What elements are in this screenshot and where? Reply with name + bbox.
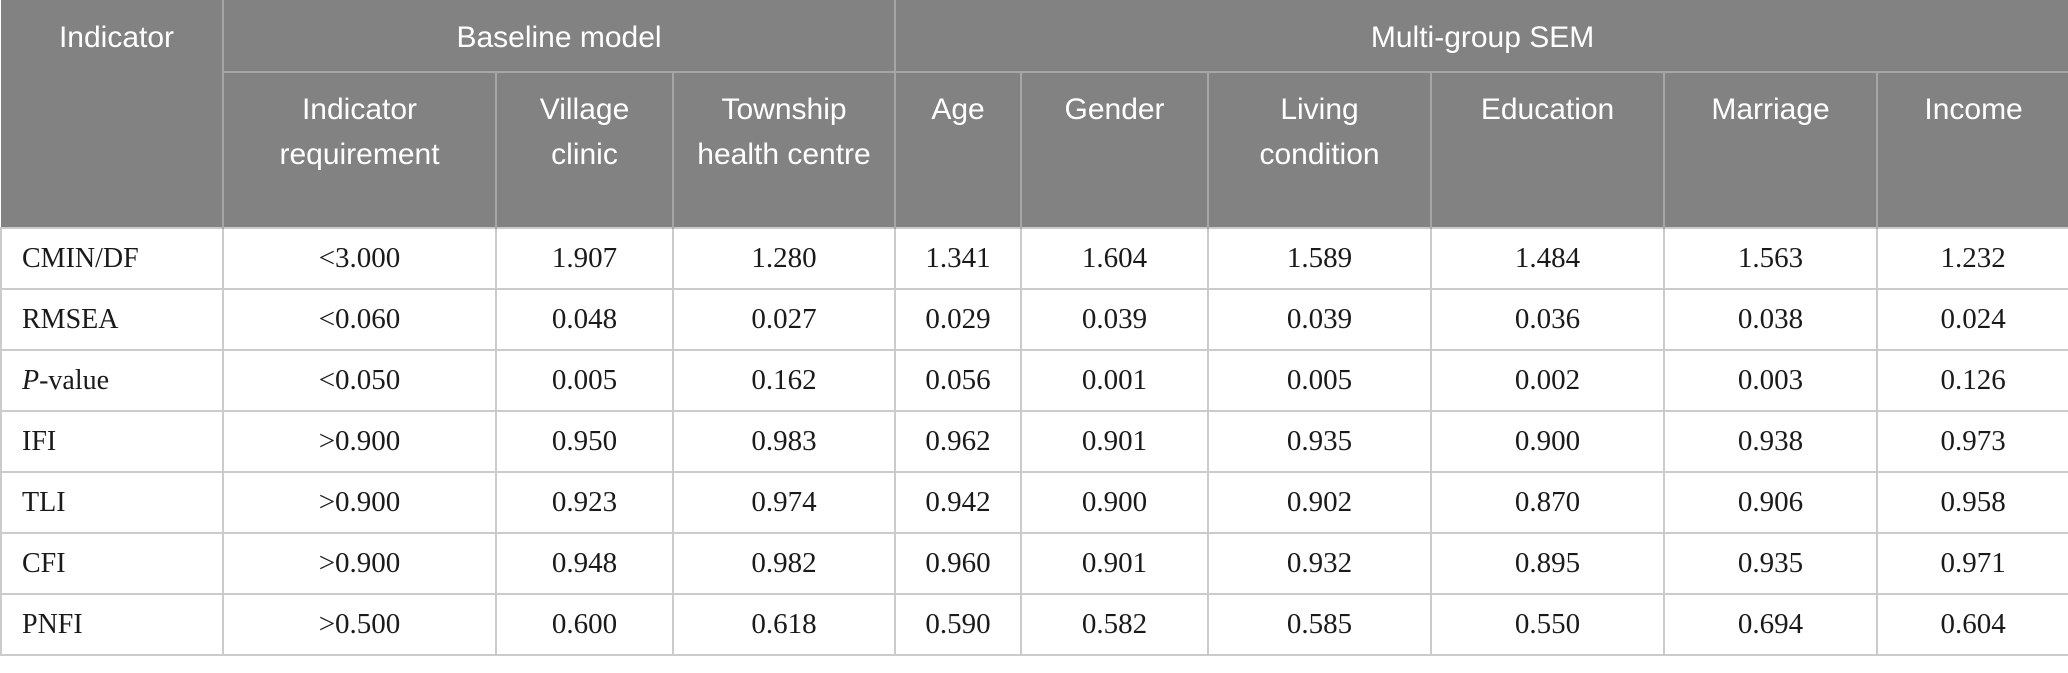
cell-cfi-village-clinic: 0.948 (495, 532, 674, 595)
cell-pnfi-marriage: 0.694 (1663, 593, 1879, 656)
cell-cfi-income: 0.971 (1876, 532, 2068, 595)
cell-ifi-income: 0.973 (1876, 410, 2068, 473)
cell-pnfi-education: 0.550 (1430, 593, 1666, 656)
cell-ifi-township-health-centre: 0.983 (671, 410, 897, 473)
cell-tli-education: 0.870 (1430, 471, 1666, 534)
header-column-row: Indicator requirement Village clinic Towns… (1, 72, 2068, 228)
row-label-cfi: CFI (0, 532, 224, 595)
cell-tli-indicator-requirement: >0.900 (222, 471, 497, 534)
cell-pnfi-income: 0.604 (1876, 593, 2068, 656)
table-row-cfi: CFI >0.900 0.948 0.982 0.960 0.901 0.932 0.895 0… (0, 532, 2068, 595)
cell-tli-marriage: 0.906 (1663, 471, 1879, 534)
cell-rmsea-village-clinic: 0.048 (495, 288, 674, 351)
cell-ifi-living-condition: 0.935 (1207, 410, 1433, 473)
cell-cfi-marriage: 0.935 (1663, 532, 1879, 595)
cell-cfi-education: 0.895 (1430, 532, 1666, 595)
cell-pnfi-township-health-centre: 0.618 (671, 593, 897, 656)
cell-p-value-gender: 0.001 (1020, 349, 1210, 412)
cell-rmsea-age: 0.029 (894, 288, 1023, 351)
cell-pnfi-indicator-requirement: >0.500 (222, 593, 497, 656)
cell-tli-income: 0.958 (1876, 471, 2068, 534)
cell-rmsea-gender: 0.039 (1020, 288, 1210, 351)
column-header-education: Education (1430, 72, 1666, 228)
cell-tli-gender: 0.900 (1020, 471, 1210, 534)
cell-tli-living-condition: 0.902 (1207, 471, 1433, 534)
cell-cfi-township-health-centre: 0.982 (671, 532, 897, 595)
row-label-p-value: P-value (0, 349, 224, 412)
cell-cmin-df-income: 1.232 (1876, 227, 2068, 290)
cell-p-value-village-clinic: 0.005 (495, 349, 674, 412)
cell-cmin-df-township-health-centre: 1.280 (671, 227, 897, 290)
cell-p-value-marriage: 0.003 (1663, 349, 1879, 412)
cell-rmsea-education: 0.036 (1430, 288, 1666, 351)
column-header-indicator-requirement: Indicator requirement (222, 72, 497, 228)
column-header-marriage: Marriage (1663, 72, 1879, 228)
cell-rmsea-income: 0.024 (1876, 288, 2068, 351)
cell-p-value-income: 0.126 (1876, 349, 2068, 412)
table-row-tli: TLI >0.900 0.923 0.974 0.942 0.900 0.902 0.870 0… (0, 471, 2068, 534)
table-row-pnfi: PNFI >0.500 0.600 0.618 0.590 0.582 0.585 0.550… (0, 593, 2068, 656)
cell-ifi-marriage: 0.938 (1663, 410, 1879, 473)
cell-rmsea-marriage: 0.038 (1663, 288, 1879, 351)
table-body: CMIN/DF <3.000 1.907 1.280 1.341 1.604 1.589 1.… (0, 227, 2068, 656)
column-header-income: Income (1876, 72, 2068, 228)
cell-p-value-indicator-requirement: <0.050 (222, 349, 497, 412)
cell-ifi-indicator-requirement: >0.900 (222, 410, 497, 473)
cell-p-value-living-condition: 0.005 (1207, 349, 1433, 412)
cell-rmsea-township-health-centre: 0.027 (671, 288, 897, 351)
row-label-pnfi: PNFI (0, 593, 224, 656)
row-label-rmsea: RMSEA (0, 288, 224, 351)
table-header: Indicator Baseline model Multi-group SEM… (1, 0, 2068, 228)
cell-cmin-df-village-clinic: 1.907 (495, 227, 674, 290)
cell-p-value-age: 0.056 (894, 349, 1023, 412)
cell-cmin-df-living-condition: 1.589 (1207, 227, 1433, 290)
header-group-row: Indicator Baseline model Multi-group SEM (1, 0, 2068, 228)
group-header-baseline-model: Baseline model (221, 0, 897, 73)
indicator-corner-header: Indicator (1, 0, 224, 228)
group-header-multi-group-sem: Multi-group SEM (894, 0, 2068, 73)
cell-cmin-df-gender: 1.604 (1020, 227, 1210, 290)
cell-rmsea-indicator-requirement: <0.060 (222, 288, 497, 351)
cell-cmin-df-education: 1.484 (1430, 227, 1666, 290)
cell-cfi-gender: 0.901 (1020, 532, 1210, 595)
model-fit-table: Indicator Baseline model Multi-group SEM… (0, 0, 2068, 656)
cell-cfi-age: 0.960 (894, 532, 1023, 595)
cell-pnfi-living-condition: 0.585 (1207, 593, 1433, 656)
cell-ifi-education: 0.900 (1430, 410, 1666, 473)
cell-pnfi-age: 0.590 (894, 593, 1023, 656)
cell-cmin-df-marriage: 1.563 (1663, 227, 1879, 290)
row-label-tli: TLI (0, 471, 224, 534)
table-row-cmin-df: CMIN/DF <3.000 1.907 1.280 1.341 1.604 1.589 1.… (0, 227, 2068, 290)
column-header-gender: Gender (1020, 72, 1210, 228)
table-row-p-value: P-value <0.050 0.005 0.162 0.056 0.001 0.005 0.… (0, 349, 2068, 412)
cell-cfi-indicator-requirement: >0.900 (222, 532, 497, 595)
cell-rmsea-living-condition: 0.039 (1207, 288, 1433, 351)
cell-tli-age: 0.942 (894, 471, 1023, 534)
cell-ifi-village-clinic: 0.950 (495, 410, 674, 473)
table-row-ifi: IFI >0.900 0.950 0.983 0.962 0.901 0.935 0.900 0… (0, 410, 2068, 473)
column-header-living-condition: Living condition (1207, 72, 1433, 228)
cell-tli-village-clinic: 0.923 (495, 471, 674, 534)
cell-tli-township-health-centre: 0.974 (671, 471, 897, 534)
row-label-ifi: IFI (0, 410, 224, 473)
cell-ifi-age: 0.962 (894, 410, 1023, 473)
table-row-rmsea: RMSEA <0.060 0.048 0.027 0.029 0.039 0.039 0.03… (0, 288, 2068, 351)
cell-cmin-df-indicator-requirement: <3.000 (222, 227, 497, 290)
cell-cfi-living-condition: 0.932 (1207, 532, 1433, 595)
column-header-township-health-centre: Township health centre (671, 72, 897, 228)
cell-ifi-gender: 0.901 (1020, 410, 1210, 473)
column-header-age: Age (894, 72, 1023, 228)
row-label-cmin-df: CMIN/DF (0, 227, 224, 290)
cell-p-value-township-health-centre: 0.162 (671, 349, 897, 412)
cell-pnfi-village-clinic: 0.600 (495, 593, 674, 656)
cell-pnfi-gender: 0.582 (1020, 593, 1210, 656)
cell-cmin-df-age: 1.341 (894, 227, 1023, 290)
cell-p-value-education: 0.002 (1430, 349, 1666, 412)
column-header-village-clinic: Village clinic (495, 72, 674, 228)
